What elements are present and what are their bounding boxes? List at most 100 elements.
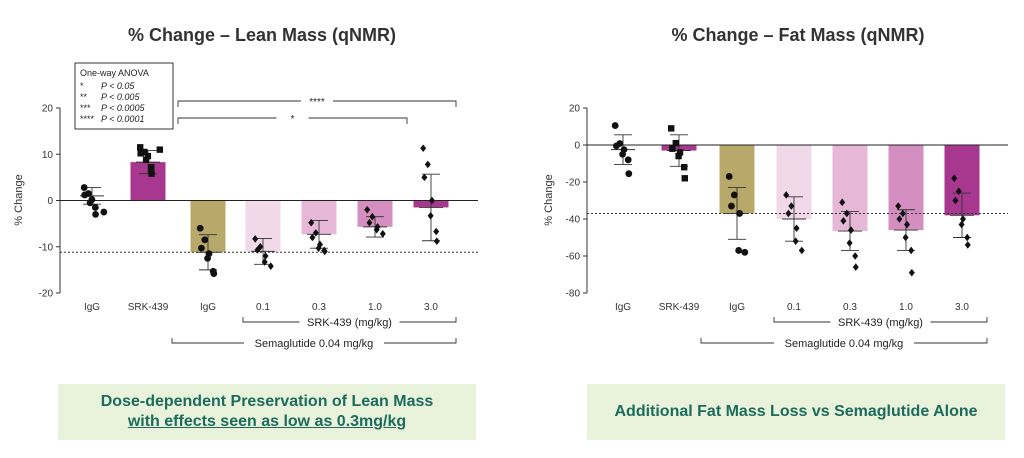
data-point	[676, 149, 684, 156]
data-point	[952, 196, 959, 205]
data-point	[92, 210, 99, 218]
data-point	[730, 191, 738, 199]
data-point	[80, 184, 88, 191]
data-point	[369, 212, 376, 221]
data-point	[741, 248, 749, 256]
data-point	[735, 247, 743, 254]
data-point	[964, 241, 971, 249]
anova-legend-stars: *	[80, 81, 84, 91]
data-point	[783, 191, 790, 199]
y-tick-label: -20	[39, 289, 54, 300]
data-point	[196, 224, 204, 232]
dose-group-label: SRK-439 (mg/kg)	[838, 317, 923, 329]
data-point	[91, 204, 99, 211]
lean-mass-y-axis-label: % Change	[13, 174, 25, 225]
data-point	[254, 246, 261, 254]
fat-mass-caption: Additional Fat Mass Loss vs Semaglutide …	[587, 384, 1005, 440]
data-point	[141, 148, 148, 156]
y-tick-label: -60	[566, 252, 581, 263]
fat-mass-y-axis-label: % Change	[543, 174, 555, 225]
data-point	[785, 209, 792, 218]
y-tick-label: -20	[566, 178, 581, 189]
data-point	[373, 225, 380, 234]
x-tick-label: SRK-439	[659, 302, 700, 313]
x-tick-label: 0.1	[787, 302, 801, 313]
lean-mass-chart: -20 -10 0 10 20 IgG SRK-439 IgG 0.1 0.3 1.0 3.0 SRK-…	[39, 96, 478, 350]
x-tick-label: IgG	[200, 302, 216, 313]
data-point	[137, 144, 144, 151]
significance-bracket-label-bg	[276, 113, 309, 123]
data-point	[675, 152, 682, 160]
x-tick-label: 0.1	[256, 302, 270, 313]
data-point	[958, 220, 965, 229]
x-tick-label: 1.0	[368, 302, 382, 313]
y-tick-label: 0	[47, 196, 53, 207]
data-point	[210, 270, 218, 277]
data-point	[201, 236, 209, 244]
data-point	[315, 244, 322, 252]
data-point	[613, 142, 620, 150]
anova-legend-box	[74, 62, 174, 130]
dose-group-label-bg	[830, 315, 931, 327]
figure-canvas: % Change – Lean Mass (qNMR) % Change – F…	[13, 25, 1008, 350]
data-point	[681, 175, 688, 182]
data-point	[433, 237, 440, 245]
data-point	[846, 239, 853, 247]
data-point	[204, 254, 212, 262]
treatment-label-bg	[244, 336, 384, 348]
x-tick-label: 1.0	[899, 302, 913, 313]
y-tick-label: -10	[39, 242, 54, 253]
x-tick-label: IgG	[615, 302, 631, 313]
significance-bracket-label: ****	[309, 97, 325, 108]
data-point	[100, 208, 108, 216]
treatment-label: Semaglutide 0.04 mg/kg	[785, 338, 904, 350]
data-point	[433, 227, 440, 236]
data-point	[421, 173, 428, 182]
data-point	[142, 156, 150, 163]
significance-bracket-label-bg	[301, 96, 333, 106]
data-point	[908, 268, 915, 277]
data-point	[366, 218, 373, 227]
data-point	[951, 174, 958, 183]
fat-mass-chart-title: % Change – Fat Mass (qNMR)	[671, 25, 924, 45]
data-point	[137, 150, 144, 157]
data-point	[309, 233, 316, 242]
data-point	[798, 246, 805, 255]
fat-mass-chart: -80 -60 -40 -20 0 20 IgG SRK-439 IgG 0.1 0.3 1.0 3.0…	[566, 104, 1008, 350]
data-point	[364, 205, 371, 214]
data-point	[852, 263, 859, 271]
dose-group-label-bg	[299, 315, 400, 327]
significance-bracket-label: *	[291, 114, 295, 125]
data-point	[848, 226, 854, 234]
data-point	[672, 139, 679, 147]
data-point	[625, 170, 633, 178]
data-point	[156, 146, 163, 153]
data-point	[839, 198, 846, 207]
data-point	[148, 164, 155, 171]
anova-legend-p: P < 0.0001	[101, 114, 144, 124]
treatment-label-bg	[774, 336, 914, 348]
data-point	[308, 218, 315, 227]
data-point	[736, 210, 743, 217]
anova-legend-p: P < 0.05	[101, 81, 135, 91]
data-point	[793, 224, 800, 233]
data-point	[198, 244, 205, 252]
lean-mass-caption: Dose-dependent Preservation of Lean Mass…	[58, 384, 476, 440]
data-point	[725, 173, 733, 180]
data-point	[792, 237, 799, 245]
data-point	[895, 202, 902, 210]
data-point	[252, 235, 259, 243]
data-point	[611, 122, 619, 129]
data-point	[728, 202, 735, 210]
data-point	[148, 170, 155, 177]
data-point	[427, 211, 434, 220]
anova-legend-stars: **	[80, 92, 88, 102]
x-tick-label: 3.0	[424, 302, 438, 313]
anova-legend-stars: ****	[80, 114, 95, 124]
fat-mass-caption-text: Additional Fat Mass Loss vs Semaglutide …	[614, 403, 978, 420]
data-point	[144, 152, 152, 160]
y-tick-label: 20	[42, 104, 54, 115]
data-point	[262, 252, 269, 260]
anova-legend-p: P < 0.005	[101, 92, 140, 102]
data-point	[379, 230, 386, 238]
